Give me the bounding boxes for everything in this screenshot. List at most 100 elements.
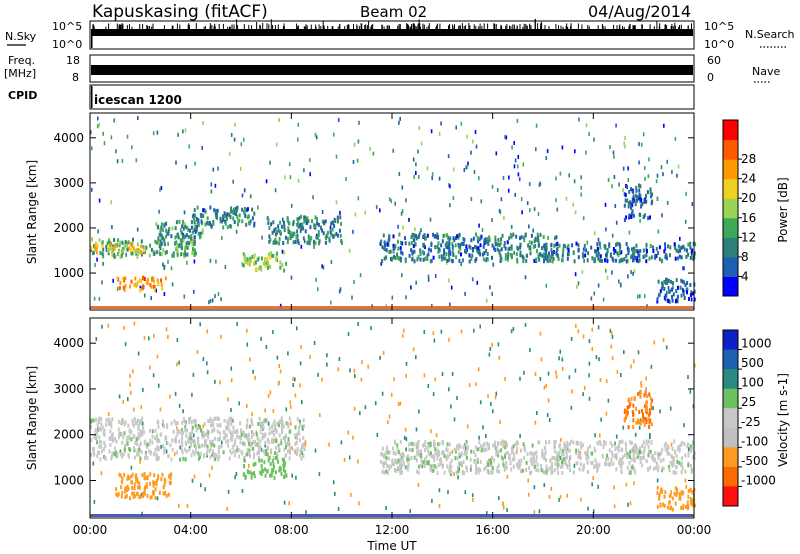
scatter-point [418, 126, 421, 130]
region-8-cell [677, 249, 680, 254]
region-0-cell [257, 422, 260, 426]
region-3-cell [545, 469, 548, 474]
scatter-point [413, 174, 415, 179]
scatter-point [543, 483, 546, 488]
region-7-cell [432, 255, 435, 260]
region-3-cell [690, 469, 693, 474]
region-3-cell [491, 455, 494, 460]
region-0-cell [216, 429, 219, 434]
scatter-point [96, 257, 98, 262]
region-3-cell [437, 442, 439, 447]
region-7-cell [482, 252, 484, 257]
scatter-point [560, 437, 562, 442]
nsky-spike [487, 23, 489, 29]
scatter-point [481, 228, 484, 232]
region-3-cell [566, 443, 569, 448]
region-3-cell [556, 466, 559, 471]
scatter-point [98, 122, 100, 127]
region-0-cell [278, 420, 280, 425]
region-3-cell [399, 471, 402, 476]
region-1-cell [157, 476, 160, 481]
scatter-point [192, 433, 195, 438]
scatter-point [284, 175, 286, 180]
nsky-spike [306, 25, 308, 29]
scatter-point [656, 490, 659, 495]
region-3-cell [594, 458, 597, 463]
scatter-point [492, 262, 495, 267]
region-3-cell [649, 449, 652, 454]
nsky-spike [418, 19, 420, 29]
region-3-cell [506, 451, 509, 456]
scatter-point [300, 345, 302, 349]
scatter-point [376, 432, 379, 437]
region-8-cell [616, 251, 619, 256]
region-8-cell [587, 251, 590, 256]
region-0-cell [228, 456, 231, 461]
scatter-point [184, 128, 187, 133]
region-0-cell [275, 428, 278, 433]
region-0-cell [166, 423, 169, 428]
scatter-point [568, 375, 571, 380]
region-1-cell [167, 492, 170, 497]
scatter-point [547, 398, 550, 403]
region-1-cell [153, 481, 156, 486]
region-10-cell [679, 285, 682, 290]
scatter-point [208, 300, 210, 305]
scatter-point [183, 210, 186, 215]
scatter-point [304, 440, 307, 445]
region-8-cell [663, 249, 666, 254]
region-4-cell [639, 394, 642, 399]
region-3-cell [619, 439, 622, 444]
region-0-cell [98, 420, 101, 425]
region-3-cell [655, 465, 657, 470]
region-4-cell [222, 214, 224, 219]
region-7-cell [430, 243, 433, 247]
region-7-cell [401, 251, 404, 256]
region-9-cell [632, 194, 635, 199]
region-0-cell [236, 428, 239, 433]
scatter-point [212, 167, 215, 172]
region-8-cell [625, 259, 628, 264]
region-0-cell [222, 450, 225, 455]
scatter-point [382, 351, 385, 355]
region-3-cell [419, 464, 422, 468]
region-0-cell [258, 451, 261, 455]
scatter-point [438, 131, 441, 136]
region-0-cell [98, 416, 101, 421]
region-0-cell [277, 446, 280, 451]
scatter-point [451, 449, 453, 454]
scatter-point [234, 122, 236, 127]
scatter-point [335, 154, 338, 159]
region-3-cell [666, 451, 669, 456]
region-0-cell [209, 455, 212, 460]
nsky-spike [597, 25, 599, 29]
region-0-cell [124, 420, 127, 425]
region-7-cell [388, 250, 391, 254]
region-0-cell [105, 422, 107, 427]
scatter-point [136, 255, 139, 259]
region-4-cell [196, 205, 199, 210]
region-4-cell [644, 407, 647, 412]
region-0-cell [160, 241, 163, 246]
scatter-point [186, 504, 189, 509]
region-0-cell [184, 422, 187, 427]
nsky-spike [413, 23, 415, 29]
scatter-point [264, 443, 266, 448]
region-0-cell [266, 437, 269, 442]
scatter-point [660, 165, 663, 170]
region-0-cell [259, 429, 262, 434]
region-3-cell [565, 456, 567, 461]
region-3-cell [595, 468, 598, 473]
region-3-cell [543, 452, 546, 457]
region-9-cell [629, 200, 632, 205]
region-3-cell [530, 456, 533, 461]
region-7-cell [482, 257, 485, 262]
region-3-cell [400, 458, 403, 463]
region-7-cell [499, 255, 502, 260]
scatter-point [499, 210, 502, 215]
region-3-cell [672, 462, 675, 467]
scatter-point [427, 274, 430, 279]
region-3-cell [556, 462, 559, 467]
nsky-spike [116, 23, 118, 29]
